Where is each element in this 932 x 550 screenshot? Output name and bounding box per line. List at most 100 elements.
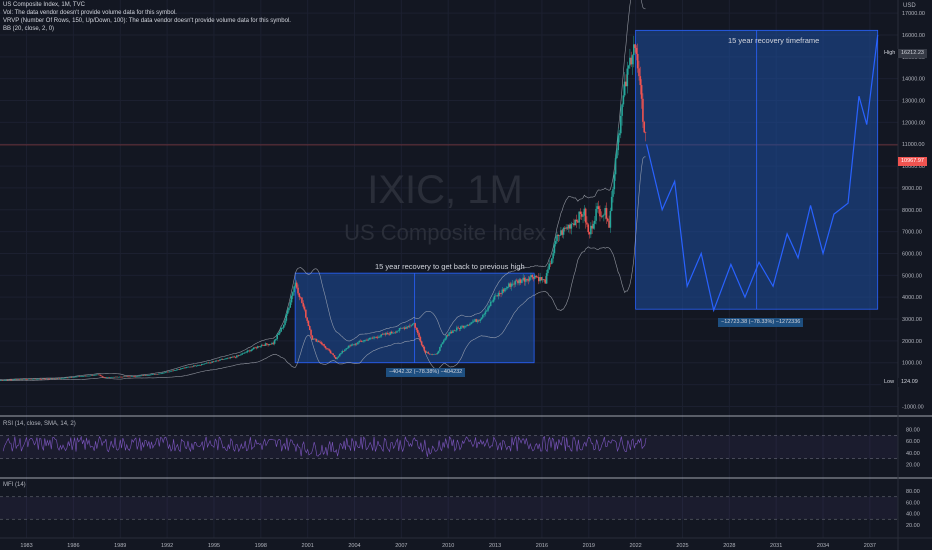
candle-body [61, 378, 64, 379]
candle-body [207, 362, 210, 364]
candle-body [480, 317, 483, 320]
candle-body [427, 352, 429, 354]
candle-body [298, 293, 301, 298]
candle-body [305, 309, 307, 318]
candle-body [456, 327, 458, 331]
candle-body [452, 330, 454, 333]
candle-body [161, 372, 164, 374]
candle-body [383, 333, 385, 335]
candle-body [567, 224, 570, 229]
candle-body [236, 355, 238, 358]
candle-body [487, 307, 489, 311]
box2-measure-label[interactable]: −12723.38 (−78.33%) −1272336 [718, 318, 804, 327]
candle-body [631, 55, 634, 65]
candle-body [501, 289, 504, 294]
candle-body [518, 279, 521, 284]
candle-body [228, 357, 230, 359]
candle-body [605, 208, 608, 219]
projection-series[interactable] [645, 34, 879, 313]
candle-body [429, 353, 432, 355]
candle-body [557, 234, 560, 237]
candle-body [376, 337, 379, 338]
y-tick-label: 11000.00 [902, 142, 925, 148]
candle-body [289, 302, 292, 308]
candle-body [238, 354, 241, 356]
measure-boxes[interactable] [294, 29, 879, 364]
chart-title[interactable]: US Composite Index, 1M, TVC [3, 2, 85, 8]
projection-line [645, 34, 879, 313]
candle-body [463, 326, 466, 328]
candle-body [604, 208, 606, 215]
candle-body [551, 258, 553, 264]
box2-title[interactable]: 15 year recovery timeframe [728, 36, 820, 45]
x-tick-label: 2028 [723, 543, 735, 549]
candle-body [0, 380, 1, 381]
candle-body [25, 379, 27, 380]
y-tick-label: 12000.00 [902, 120, 925, 126]
candle-body [374, 337, 376, 338]
candle-body [424, 350, 427, 354]
candle-body [435, 353, 437, 355]
candle-body [627, 65, 630, 69]
candle-body [387, 333, 389, 334]
candle-body [90, 375, 92, 376]
candle-body [141, 375, 143, 377]
candle-body [422, 344, 424, 348]
candle-body [467, 324, 470, 326]
candle-body [259, 346, 262, 347]
candle-body [638, 68, 640, 77]
y-tick-label: 2000.00 [902, 339, 922, 345]
candle-body [241, 353, 243, 355]
candle-body [405, 326, 407, 329]
bb-note[interactable]: BB (20, close, 2, 0) [3, 26, 55, 32]
volume-note[interactable]: Vol: The data vendor doesn't provide vol… [3, 10, 177, 16]
candle-body [524, 279, 527, 282]
candle-body [612, 189, 614, 197]
mfi-label[interactable]: MFI (14) [3, 482, 26, 488]
candle-body [279, 331, 281, 334]
candle-body [23, 379, 26, 380]
x-tick-label: 2025 [676, 543, 688, 549]
candle-body [635, 47, 638, 54]
candle-body [131, 376, 134, 377]
candle-body [0, 379, 3, 381]
candle-body [190, 366, 193, 368]
candle-body [311, 335, 314, 340]
candle-body [86, 375, 88, 377]
candle-body [392, 333, 394, 334]
high-value-tag: 16212.23 [898, 49, 927, 58]
candle-body [10, 379, 13, 381]
box1-title[interactable]: 15 year recovery to get back to previous… [375, 262, 525, 271]
candle-body [77, 376, 79, 377]
candle-body [163, 372, 165, 374]
x-tick-label: 1992 [161, 543, 173, 549]
candle-body [453, 330, 456, 332]
candle-body [433, 353, 436, 355]
candle-body [193, 365, 195, 367]
candle-body [592, 223, 595, 229]
candle-body [180, 368, 182, 370]
candle-body [26, 379, 29, 380]
candle-body [94, 374, 96, 376]
candle-body [640, 85, 643, 99]
rsi-label[interactable]: RSI (14, close, SMA, 14, 2) [3, 421, 76, 427]
candle-body [442, 340, 445, 343]
candle-body [187, 366, 190, 368]
candle-body [121, 376, 124, 378]
candle-body [254, 347, 256, 349]
candle-body [126, 376, 129, 378]
candle-body [364, 339, 367, 341]
candle-body [449, 331, 452, 334]
candle-body [60, 378, 62, 379]
candle-body [381, 334, 384, 335]
candle-body [540, 277, 543, 281]
y-tick-label: 3000.00 [902, 317, 922, 323]
candle-body [251, 349, 254, 351]
candle-body [495, 295, 497, 297]
vrvp-note[interactable]: VRVP (Number Of Rows, 150, Up/Down, 100)… [3, 18, 291, 24]
candle-body [472, 321, 475, 322]
box1-measure-label[interactable]: −4042.32 (−78.38%) −404232 [386, 368, 466, 377]
candle-body [172, 370, 174, 372]
candle-body [89, 375, 91, 377]
